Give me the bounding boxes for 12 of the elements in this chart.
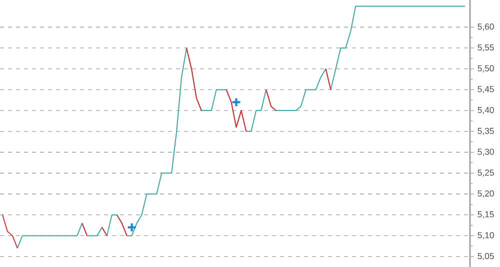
y-tick-label: 5,40 [478,106,494,114]
y-tick-label: 5,15 [478,211,494,218]
y-tick-label: 5,55 [478,44,494,52]
y-tick-label: 5,30 [478,148,494,156]
y-tick-label: 5,25 [478,170,494,177]
y-tick-label: 5,10 [478,232,494,240]
y-tick-label: 5,05 [478,252,494,260]
y-tick-label: 5,45 [478,86,494,94]
y-tick-label: 5,35 [478,128,494,135]
y-tick-label: 5,50 [478,65,494,72]
y-tick-label: 5,60 [478,24,494,31]
y-tick-label: 5,20 [478,190,494,198]
